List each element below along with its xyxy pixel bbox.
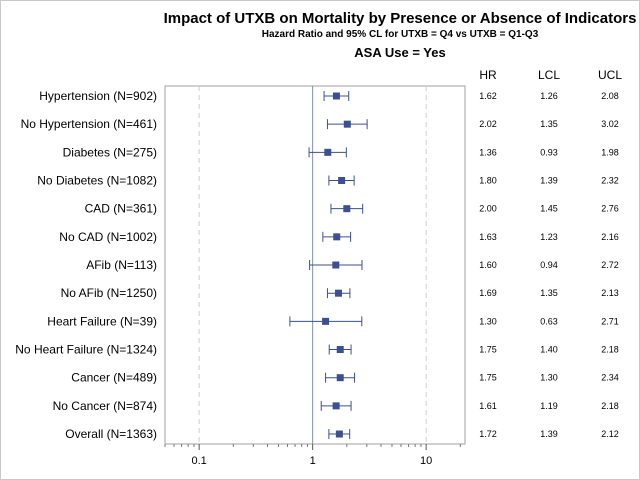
hr-marker-6 — [332, 261, 340, 269]
row-ucl-value-10: 2.34 — [601, 373, 619, 383]
row-hr-value-3: 1.80 — [479, 176, 497, 186]
row-hr-value-8: 1.30 — [479, 316, 497, 326]
row-ucl-value-6: 2.72 — [601, 260, 619, 270]
row-label-2: Diabetes (N=275) — [63, 145, 157, 159]
row-ucl-value-9: 2.18 — [601, 345, 619, 355]
row-hr-value-10: 1.75 — [479, 373, 497, 383]
row-hr-value-9: 1.75 — [479, 345, 497, 355]
row-lcl-value-12: 1.39 — [540, 429, 558, 439]
row-lcl-value-3: 1.39 — [540, 176, 558, 186]
row-label-6: AFib (N=113) — [86, 258, 157, 272]
row-ucl-value-11: 2.18 — [601, 401, 619, 411]
chart-subtitle: Hazard Ratio and 95% CL for UTXB = Q4 vs… — [261, 29, 539, 40]
row-ucl-value-1: 3.02 — [601, 119, 619, 129]
row-ucl-value-2: 1.98 — [601, 147, 619, 157]
column-header-lcl: LCL — [538, 68, 560, 82]
row-label-11: No Cancer (N=874) — [53, 399, 157, 413]
row-lcl-value-2: 0.93 — [540, 147, 558, 157]
row-label-1: No Hypertension (N=461) — [21, 117, 157, 131]
row-label-4: CAD (N=361) — [85, 202, 157, 216]
chart-title: Impact of UTXB on Mortality by Presence … — [163, 10, 637, 27]
row-lcl-value-7: 1.35 — [540, 288, 558, 298]
column-header-hr: HR — [479, 68, 497, 82]
row-ucl-value-7: 2.13 — [601, 288, 619, 298]
hr-marker-8 — [322, 317, 330, 325]
hr-marker-0 — [332, 92, 340, 100]
row-label-9: No Heart Failure (N=1324) — [15, 343, 157, 357]
row-label-12: Overall (N=1363) — [65, 427, 157, 441]
row-hr-value-11: 1.61 — [479, 401, 497, 411]
row-label-8: Heart Failure (N=39) — [47, 314, 157, 328]
row-hr-value-2: 1.36 — [479, 147, 497, 157]
hr-marker-7 — [335, 289, 343, 297]
x-tick-label-2: 10 — [420, 455, 432, 467]
row-lcl-value-8: 0.63 — [540, 316, 558, 326]
row-ucl-value-3: 2.32 — [601, 176, 619, 186]
row-hr-value-5: 1.63 — [479, 232, 497, 242]
row-lcl-value-1: 1.35 — [540, 119, 558, 129]
row-hr-value-12: 1.72 — [479, 429, 497, 439]
hr-marker-5 — [333, 233, 341, 241]
row-hr-value-0: 1.62 — [479, 91, 497, 101]
hr-marker-11 — [332, 402, 340, 410]
row-label-3: No Diabetes (N=1082) — [37, 174, 157, 188]
row-hr-value-7: 1.69 — [479, 288, 497, 298]
row-ucl-value-12: 2.12 — [601, 429, 619, 439]
hr-marker-1 — [343, 120, 351, 128]
hr-marker-2 — [324, 148, 332, 156]
x-tick-label-1: 1 — [310, 455, 316, 467]
row-lcl-value-10: 1.30 — [540, 373, 558, 383]
row-ucl-value-0: 2.08 — [601, 91, 619, 101]
row-lcl-value-0: 1.26 — [540, 91, 558, 101]
hr-marker-9 — [336, 346, 344, 354]
row-lcl-value-4: 1.45 — [540, 204, 558, 214]
hr-marker-4 — [343, 205, 351, 213]
row-ucl-value-5: 2.16 — [601, 232, 619, 242]
row-label-0: Hypertension (N=902) — [39, 89, 157, 103]
plot-area — [164, 85, 466, 445]
row-lcl-value-5: 1.23 — [540, 232, 558, 242]
row-ucl-value-4: 2.76 — [601, 204, 619, 214]
x-tick-label-0: 0.1 — [192, 455, 207, 467]
row-ucl-value-8: 2.71 — [601, 316, 619, 326]
row-label-5: No CAD (N=1002) — [59, 230, 157, 244]
row-hr-value-4: 2.00 — [479, 204, 497, 214]
chart-subtitle-asa: ASA Use = Yes — [354, 45, 446, 60]
row-lcl-value-6: 0.94 — [540, 260, 558, 270]
hr-marker-12 — [335, 430, 343, 438]
row-lcl-value-11: 1.19 — [540, 401, 558, 411]
hr-marker-3 — [338, 177, 346, 185]
row-hr-value-6: 1.60 — [479, 260, 497, 270]
row-label-10: Cancer (N=489) — [71, 371, 157, 385]
row-label-7: No AFib (N=1250) — [61, 286, 157, 300]
column-header-ucl: UCL — [598, 68, 622, 82]
row-lcl-value-9: 1.40 — [540, 345, 558, 355]
row-hr-value-1: 2.02 — [479, 119, 497, 129]
hr-marker-10 — [336, 374, 344, 382]
